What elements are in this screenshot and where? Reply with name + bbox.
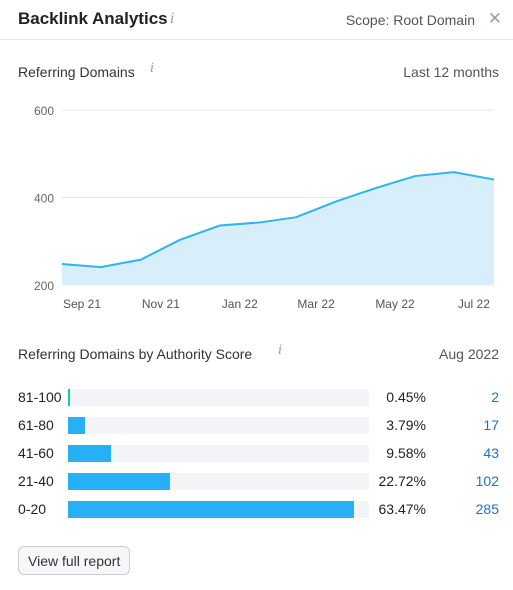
authority-score-title: Referring Domains by Authority Score — [18, 346, 253, 362]
y-tick-label: 200 — [34, 279, 54, 293]
bar-fill — [68, 417, 86, 434]
authority-row-41-60: 41-60 9.58% 43 — [0, 442, 513, 464]
authority-row-21-40: 21-40 22.72% 102 — [0, 470, 513, 492]
x-tick-label: May 22 — [375, 297, 415, 311]
referring-domains-info-icon[interactable]: i — [150, 61, 155, 76]
bar-label: 41-60 — [18, 445, 54, 461]
x-tick-label: Jan 22 — [222, 297, 258, 311]
bar-fill — [68, 473, 171, 490]
bar-fill — [68, 389, 71, 406]
bar-label: 61-80 — [18, 417, 54, 433]
bar-fill — [68, 445, 112, 462]
x-tick-label: Jul 22 — [458, 297, 490, 311]
bar-track — [68, 445, 369, 462]
bar-count-link[interactable]: 102 — [475, 473, 499, 489]
bar-track — [68, 473, 369, 490]
bar-track — [68, 501, 369, 518]
widget-title: Backlink Analytics — [18, 9, 168, 28]
bar-fill — [68, 501, 354, 518]
bar-track — [68, 417, 369, 434]
authority-row-0-20: 0-20 63.47% 285 — [0, 498, 513, 520]
bar-percentage: 9.58% — [386, 445, 426, 461]
series-line — [61, 171, 495, 269]
view-full-report-button[interactable]: View full report — [18, 546, 131, 575]
x-tick-label: Nov 21 — [142, 297, 180, 311]
bar-label: 21-40 — [18, 473, 54, 489]
bar-label: 0-20 — [18, 501, 47, 517]
bar-track — [68, 389, 369, 406]
scope-label: Scope: Root Domain — [345, 12, 475, 28]
authority-row-81-100: 81-100 0.45% 2 — [0, 386, 513, 408]
x-tick-label: Sep 21 — [63, 297, 101, 311]
bar-count-link[interactable]: 285 — [475, 501, 499, 517]
bar-count-link[interactable]: 2 — [491, 389, 499, 405]
bar-count-link[interactable]: 17 — [483, 417, 499, 433]
period-label: Last 12 months — [403, 64, 499, 80]
widget-header: Backlink Analytics i Scope: Root Domain … — [0, 0, 513, 40]
referring-domains-chart: 600 400 200 Sep 21 Nov 21 Jan 22 Mar 22 May 22 J… — [34, 104, 495, 311]
authority-row-61-80: 61-80 3.79% 17 — [0, 414, 513, 436]
y-tick-label: 400 — [34, 192, 54, 206]
info-icon[interactable]: i — [170, 11, 175, 27]
bar-percentage: 0.45% — [386, 389, 426, 405]
close-icon[interactable]: ✕ — [487, 9, 502, 28]
bar-percentage: 63.47% — [378, 501, 426, 517]
authority-date-label: Aug 2022 — [439, 346, 499, 362]
bar-percentage: 3.79% — [386, 417, 426, 433]
authority-score-info-icon[interactable]: i — [278, 343, 283, 358]
bar-label: 81-100 — [18, 389, 62, 405]
bar-percentage: 22.72% — [378, 473, 426, 489]
series-area — [62, 172, 494, 285]
x-tick-label: Mar 22 — [297, 297, 335, 311]
referring-domains-title: Referring Domains — [18, 64, 135, 80]
bar-count-link[interactable]: 43 — [483, 445, 499, 461]
y-tick-label: 600 — [34, 104, 54, 118]
